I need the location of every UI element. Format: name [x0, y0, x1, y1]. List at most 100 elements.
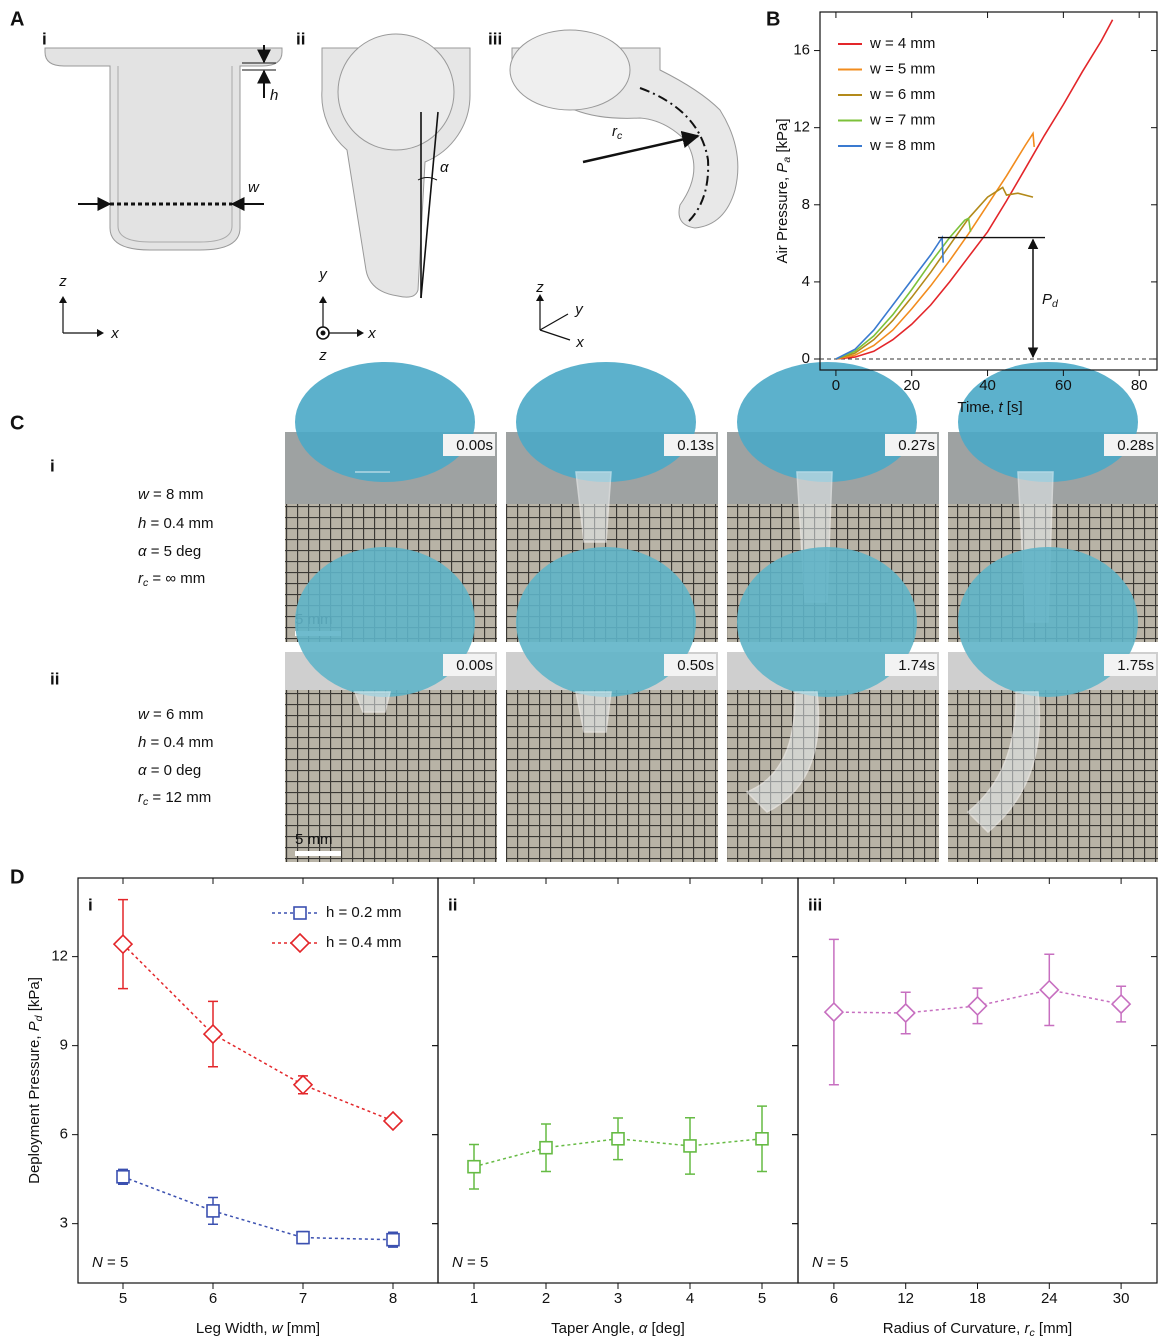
legend-marker — [289, 932, 311, 954]
marker — [967, 995, 988, 1017]
photo-grid — [727, 690, 939, 862]
x-tick-label: 7 — [299, 1290, 307, 1307]
param: w = 8 mm — [138, 486, 203, 503]
x-axis-label-part: Leg Width, — [196, 1320, 272, 1337]
y-axis-label-part: Air Pressure, — [774, 173, 791, 264]
marker — [386, 1232, 400, 1247]
note-part: = 5 — [103, 1254, 128, 1271]
note: N = 5 — [812, 1254, 848, 1271]
series-line — [122, 1176, 394, 1241]
x-axis-label-part: w — [272, 1320, 284, 1337]
x-axis-label-part: [mm] — [1035, 1320, 1073, 1337]
y-axis-label-part: Deployment Pressure, — [26, 1031, 43, 1184]
dim-label-part: c — [617, 130, 623, 142]
x-tick-label: 40 — [979, 377, 996, 394]
photo-grid — [948, 690, 1158, 862]
scale-label: 5 mm — [295, 831, 333, 848]
pd-label-part: P — [1042, 291, 1052, 308]
param: w = 6 mm — [138, 706, 203, 723]
dim-label: α — [440, 159, 449, 176]
param-part: c — [143, 577, 149, 589]
x-tick-label: 3 — [614, 1290, 622, 1307]
panel-label: A — [10, 8, 24, 30]
pd-label-part: d — [1052, 298, 1059, 310]
param-part: = 0 deg — [147, 762, 202, 779]
y-tick-label: 8 — [802, 196, 810, 213]
row-label: ii — [50, 669, 59, 688]
series-line — [835, 217, 972, 360]
photo-leg — [745, 691, 820, 813]
param-part: = 8 mm — [149, 486, 204, 503]
y-axis-label: Deployment Pressure, Pd [kPa] — [26, 977, 45, 1184]
param: rc = ∞ mm — [138, 570, 205, 589]
photo — [727, 362, 939, 642]
photo-leg — [575, 471, 612, 543]
time-box — [1104, 434, 1156, 456]
dim-label: h — [270, 87, 278, 104]
sub-label: i — [42, 29, 47, 48]
x-tick-label: 0 — [832, 377, 840, 394]
x-axis-label-part: Time, — [957, 399, 998, 416]
param-part: = 0.4 mm — [146, 734, 213, 751]
series-line — [835, 186, 1034, 360]
scale-bar — [295, 851, 341, 856]
y-axis-label: Air Pressure, Pa [kPa] — [774, 118, 793, 263]
marker — [382, 1110, 404, 1132]
panel-label: B — [766, 8, 780, 30]
photo-dome — [516, 547, 696, 697]
axis-name: z — [318, 347, 327, 364]
sub-label: ii — [448, 895, 457, 914]
note: N = 5 — [92, 1254, 128, 1271]
y-tick-label: 6 — [60, 1126, 68, 1143]
marker — [116, 1169, 130, 1184]
x-axis-label-part: [deg] — [647, 1320, 685, 1337]
marker — [611, 1132, 625, 1146]
x-tick-label: 60 — [1055, 377, 1072, 394]
param: h = 0.4 mm — [138, 515, 213, 532]
panel-label: C — [10, 412, 24, 434]
y-axis-label-part: a — [781, 157, 793, 163]
marker — [467, 1159, 481, 1174]
note-part: N — [812, 1254, 823, 1271]
marker — [1110, 993, 1132, 1015]
axis-name: x — [367, 325, 376, 342]
marker — [823, 1001, 845, 1023]
x-axis-label: Radius of Curvature, rc [mm] — [883, 1320, 1072, 1338]
note-part: = 5 — [463, 1254, 488, 1271]
marker — [112, 934, 134, 955]
series-line — [122, 943, 394, 1122]
time-box — [885, 434, 937, 456]
sub-label: i — [88, 895, 93, 914]
time-label: 0.13s — [677, 437, 714, 454]
legend-label: w = 4 mm — [869, 35, 935, 52]
param-part: w — [138, 706, 150, 723]
panel-a-drawings — [44, 29, 739, 341]
legend-label: w = 8 mm — [869, 137, 935, 154]
param-part: = 0.4 mm — [146, 515, 213, 532]
sub-label: iii — [808, 895, 822, 914]
time-box — [443, 654, 495, 676]
x-axis-label-part: t — [998, 399, 1003, 416]
param-part: = 12 mm — [148, 789, 211, 806]
y-tick-label: 12 — [51, 948, 68, 965]
marker — [206, 1204, 220, 1218]
pd-label: Pd — [1042, 291, 1059, 310]
time-box — [443, 434, 495, 456]
x-axis-label-part: c — [1029, 1327, 1035, 1338]
x-axis-label: Taper Angle, α [deg] — [551, 1320, 685, 1337]
x-axis-label-part: Taper Angle, — [551, 1320, 639, 1337]
x-axis-label-part: [mm] — [283, 1320, 321, 1337]
marker — [539, 1140, 553, 1155]
param-part: = ∞ mm — [148, 570, 205, 587]
axis-name: y — [318, 266, 328, 283]
note: N = 5 — [452, 1254, 488, 1271]
y-axis-label-part: P — [26, 1021, 43, 1031]
axis-name: x — [575, 334, 584, 351]
x-axis-label: Leg Width, w [mm] — [196, 1320, 320, 1337]
photo-leg — [575, 691, 612, 733]
row-label: i — [50, 456, 55, 475]
series-line — [835, 235, 944, 360]
photo — [727, 547, 939, 862]
photo — [948, 547, 1158, 862]
plot-frame — [437, 877, 799, 1284]
